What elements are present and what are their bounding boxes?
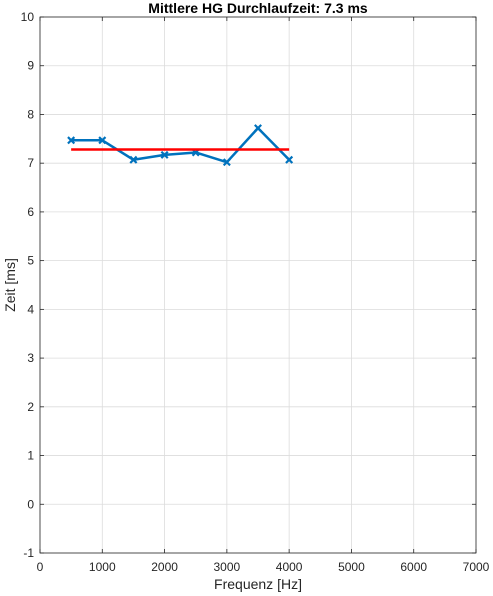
y-tick-label: 1: [27, 449, 34, 463]
y-tick-label: 4: [27, 302, 34, 316]
series-1-point: [285, 155, 294, 164]
series-1-point: [67, 136, 76, 145]
x-tick-label: 1000: [89, 560, 116, 574]
x-tick-label: 7000: [463, 560, 490, 574]
y-tick-label: 10: [21, 10, 35, 24]
y-tick-label: 9: [27, 59, 34, 73]
y-tick-label: 3: [27, 351, 34, 365]
y-tick-label: 7: [27, 156, 34, 170]
y-tick-label: 2: [27, 400, 34, 414]
series-1-point: [254, 124, 262, 133]
x-tick-label: 6000: [400, 560, 427, 574]
series-1-point: [160, 150, 169, 159]
x-axis-label: Frequenz [Hz]: [214, 576, 302, 592]
y-tick-label: 6: [27, 205, 34, 219]
x-tick-label: 0: [37, 560, 44, 574]
x-tick-label: 4000: [276, 560, 303, 574]
y-tick-label: 5: [27, 254, 34, 268]
series-1-point: [98, 136, 107, 145]
y-tick-label: 8: [27, 107, 34, 121]
x-tick-label: 5000: [338, 560, 365, 574]
y-tick-label: 0: [27, 497, 34, 511]
axes-box: [39, 16, 477, 554]
y-axis-label: Zeit [ms]: [2, 258, 18, 312]
y-tick-label: -1: [23, 546, 34, 560]
x-tick-label: 3000: [214, 560, 241, 574]
x-axis-ticks: 0 1000 2000 3000 4000 5000 6000 7000: [37, 17, 490, 574]
grid: [39, 16, 477, 554]
series-1-point: [129, 155, 138, 164]
chart-title: Mittlere HG Durchlaufzeit: 7.3 ms: [148, 0, 368, 16]
series-1-line: [71, 126, 291, 164]
y-axis-ticks: -1 0 1 2 3 4 5 6 7 8 9 10: [21, 10, 476, 560]
x-tick-label: 2000: [151, 560, 178, 574]
series-1-point: [222, 158, 231, 167]
series-group: [67, 124, 294, 167]
plot-area: [40, 17, 476, 553]
